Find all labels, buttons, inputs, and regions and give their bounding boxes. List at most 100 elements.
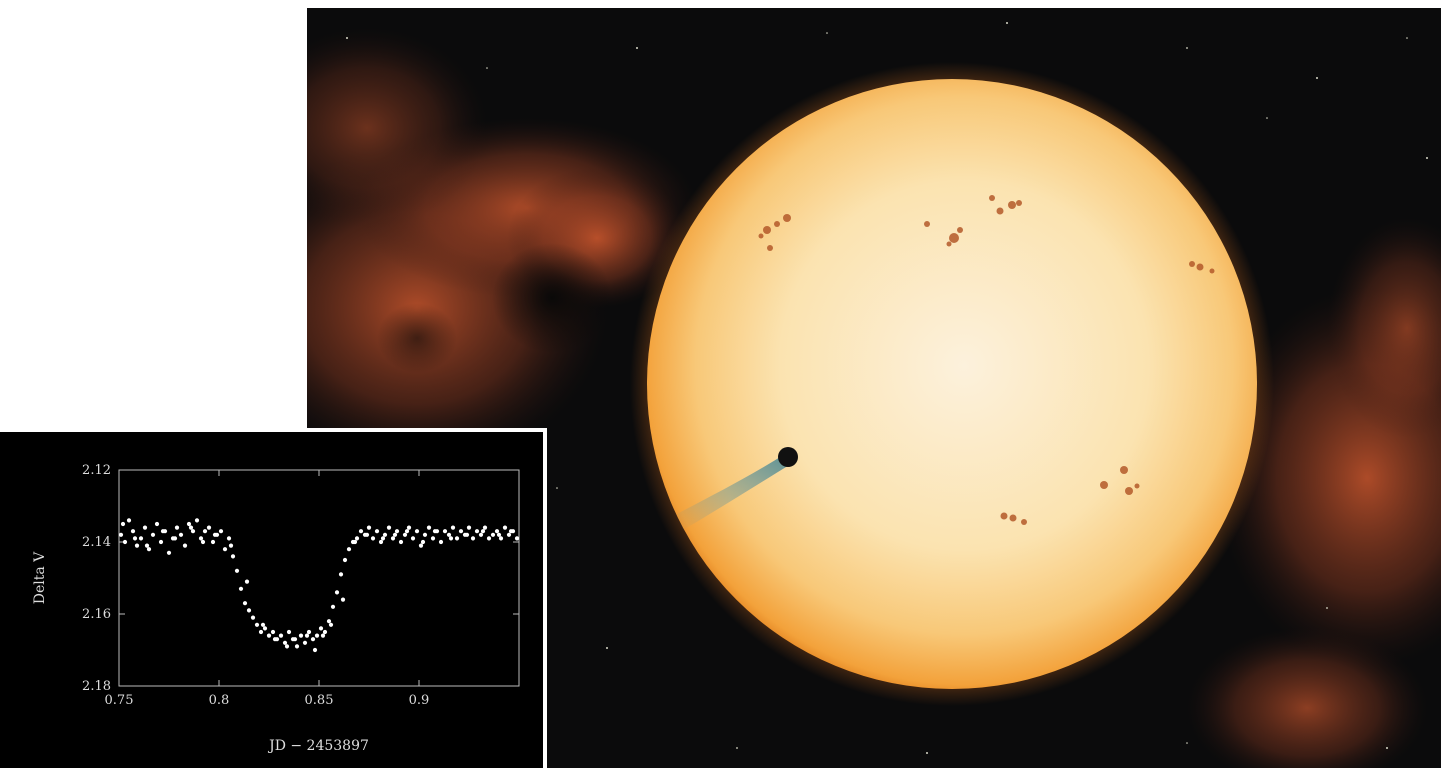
data-point: [226, 536, 232, 541]
data-point: [160, 529, 166, 534]
data-point: [250, 615, 256, 620]
data-point: [130, 529, 136, 534]
data-point: [496, 532, 502, 537]
data-point: [118, 532, 124, 537]
data-point: [358, 529, 364, 534]
data-point: [342, 557, 348, 563]
data-point: [298, 633, 304, 638]
star-disk: [647, 79, 1257, 689]
data-point: [172, 536, 178, 541]
data-point: [386, 525, 392, 530]
data-point: [200, 539, 206, 545]
data-point: [458, 529, 464, 534]
data-point: [294, 644, 300, 649]
data-point: [272, 637, 278, 642]
data-point: [210, 539, 216, 545]
data-point: [174, 525, 180, 530]
data-point: [446, 532, 452, 537]
data-point: [330, 604, 336, 609]
x-tick-label: 0.75: [105, 693, 134, 708]
data-point: [292, 637, 298, 642]
data-point: [420, 539, 426, 545]
data-point: [466, 525, 472, 530]
data-point: [354, 536, 360, 541]
data-point: [312, 647, 318, 653]
data-point: [304, 633, 310, 638]
data-point: [262, 626, 268, 631]
data-point: [508, 529, 514, 534]
data-point: [282, 640, 288, 645]
data-point: [410, 536, 416, 541]
data-point: [514, 536, 520, 541]
data-point: [378, 539, 384, 545]
y-tick-label: 2.14: [82, 535, 111, 550]
data-point: [212, 532, 218, 537]
data-point: [230, 554, 236, 559]
planet-tail: [677, 454, 791, 530]
data-point: [246, 608, 252, 613]
plot-frame: [118, 469, 520, 687]
data-point: [364, 532, 370, 537]
data-point: [382, 532, 388, 537]
data-point: [498, 536, 504, 541]
data-point: [188, 525, 194, 530]
data-point: [120, 521, 126, 527]
data-point: [380, 536, 386, 541]
data-point: [438, 539, 444, 545]
data-point: [494, 529, 500, 534]
data-point: [340, 597, 346, 602]
data-point: [238, 586, 244, 591]
data-point: [134, 543, 140, 548]
data-point: [218, 529, 224, 534]
data-point: [178, 532, 184, 537]
data-point: [430, 536, 436, 541]
data-point: [234, 568, 240, 573]
data-point: [314, 633, 320, 638]
data-point: [322, 629, 328, 635]
x-axis-label: JD − 2453897: [267, 738, 369, 754]
data-point: [366, 525, 372, 530]
data-point: [266, 633, 272, 638]
data-point: [404, 529, 410, 534]
data-point: [206, 525, 212, 530]
data-point: [146, 547, 152, 552]
data-point: [186, 521, 192, 527]
y-axis-label: Delta V: [32, 551, 48, 604]
data-point: [470, 536, 476, 541]
data-point: [374, 529, 380, 534]
data-point: [306, 629, 312, 635]
axis-tick-labels: 0.75 0.8 0.85 0.9 2.12 2.14 2.16 2.18: [82, 463, 429, 708]
data-point: [194, 518, 200, 523]
data-point: [448, 536, 454, 541]
data-point: [402, 532, 408, 537]
planet: [778, 447, 798, 467]
data-point: [150, 532, 156, 537]
data-point: [258, 629, 264, 635]
data-point: [270, 629, 276, 635]
data-point: [320, 633, 326, 638]
data-point: [450, 525, 456, 530]
data-point: [198, 536, 204, 541]
data-point: [478, 532, 484, 537]
x-tick-label: 0.8: [209, 693, 230, 708]
data-point: [254, 622, 260, 627]
data-point: [406, 525, 412, 530]
data-point: [326, 619, 332, 624]
data-point: [228, 543, 234, 548]
data-point: [390, 536, 396, 541]
axis-ticks: [118, 469, 519, 687]
data-point: [334, 590, 340, 595]
data-point: [346, 547, 352, 552]
data-point: [122, 539, 128, 545]
data-point: [190, 529, 196, 534]
data-point: [278, 633, 284, 638]
data-point: [506, 532, 512, 537]
data-point: [370, 536, 376, 541]
data-point: [154, 521, 160, 527]
data-point: [426, 525, 432, 530]
y-tick-label: 2.12: [82, 463, 111, 478]
data-point: [338, 572, 344, 577]
data-point: [138, 536, 144, 541]
data-point: [422, 532, 428, 537]
data-point: [286, 629, 292, 635]
